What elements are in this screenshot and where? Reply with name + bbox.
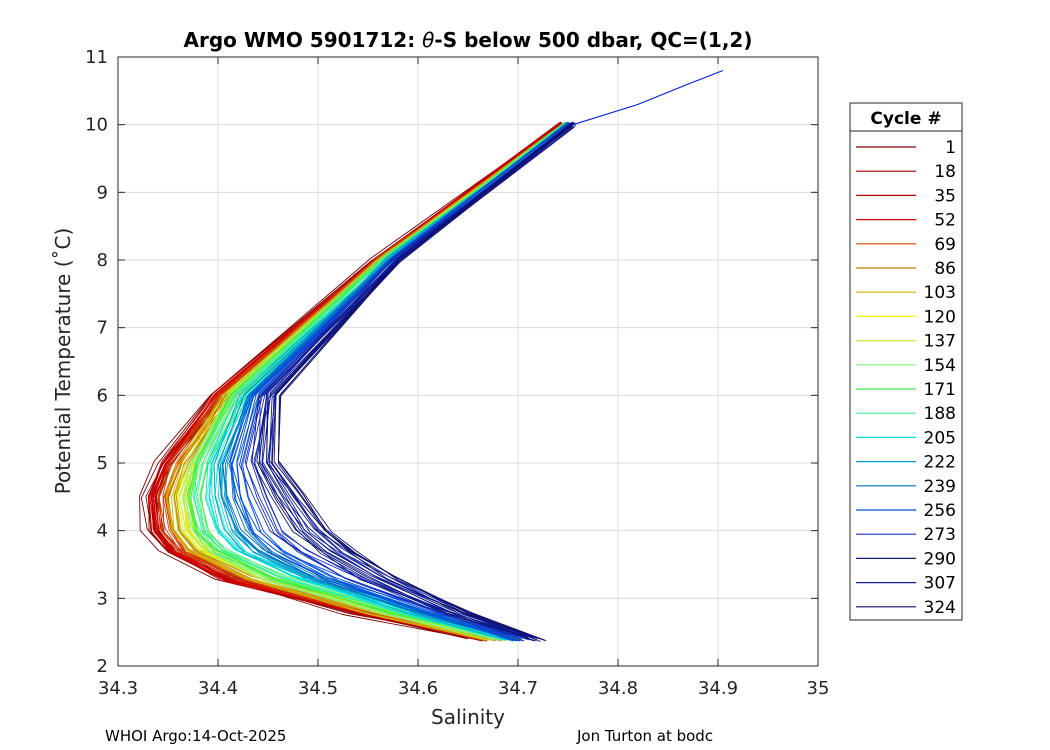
profile-line (244, 126, 573, 639)
profile-line (271, 122, 576, 641)
x-tick-label: 34.3 (98, 678, 138, 699)
legend-label: 222 (924, 453, 956, 473)
y-axis-label: Potential Temperature (˚C) (51, 228, 75, 495)
series-239 (218, 122, 574, 642)
series-lines (139, 69, 724, 642)
legend-label: 18 (934, 162, 956, 182)
legend-label: 1 (945, 138, 956, 158)
legend-label: 103 (924, 283, 956, 303)
legend-label: 154 (924, 356, 956, 376)
profile-line (259, 126, 574, 642)
legend-label: 35 (934, 186, 956, 206)
x-tick-labels: 34.3 34.4 34.5 34.6 34.7 34.8 34.9 35 (98, 678, 829, 699)
profile-line (193, 123, 567, 638)
x-tick-label: 34.6 (398, 678, 438, 699)
legend: Cycle # 1 18 35 52 69 86 103 120 137 154 171 188 205… (849, 102, 963, 621)
x-tick-label: 35 (807, 678, 830, 699)
y-tick-label: 2 (97, 656, 108, 677)
plot-frame (117, 56, 819, 667)
title-suffix: -S below 500 dbar, QC=(1,2) (434, 28, 752, 52)
legend-label: 120 (924, 307, 956, 327)
legend-label: 137 (924, 332, 956, 352)
profile-line (218, 122, 567, 640)
x-tick-label: 34.7 (498, 678, 538, 699)
legend-label: 188 (924, 404, 956, 424)
y-tick-label: 8 (97, 250, 108, 271)
profile-line (192, 125, 568, 638)
profile-line (277, 124, 577, 642)
legend-label: 69 (934, 235, 956, 255)
legend-label: 290 (924, 549, 956, 569)
y-tick-label: 5 (97, 453, 108, 474)
title-prefix: Argo WMO 5901712: (184, 28, 423, 52)
profile-line (211, 126, 569, 638)
footer-left: WHOI Argo:14-Oct-2025 (105, 727, 286, 745)
series-324 (266, 121, 577, 642)
legend-label: 239 (924, 477, 956, 497)
y-tick-label: 10 (85, 115, 108, 136)
title-theta: θ (422, 28, 434, 52)
legend-label: 86 (934, 259, 956, 279)
profile-line (171, 126, 565, 641)
profile-line (242, 123, 571, 639)
profile-line (182, 126, 566, 640)
profile-line (188, 125, 568, 641)
legend-title: Cycle # (870, 109, 941, 129)
profile-line (150, 121, 562, 639)
legend-label: 324 (924, 598, 956, 618)
legend-label: 307 (924, 574, 956, 594)
x-tick-label: 34.8 (598, 678, 638, 699)
y-tick-label: 7 (97, 318, 108, 339)
y-tick-label: 6 (97, 385, 108, 406)
profile-line (228, 121, 569, 639)
legend-entries: 1 18 35 52 69 86 103 120 137 154 171 188 205 222 239 25… (856, 138, 956, 618)
profile-line (261, 122, 573, 640)
legend-label: 256 (924, 501, 956, 521)
x-axis-label: Salinity (431, 705, 505, 729)
y-tick-label: 11 (85, 47, 108, 68)
profile-line (186, 126, 568, 638)
x-tick-label: 34.5 (298, 678, 338, 699)
x-tick-label: 34.9 (698, 678, 738, 699)
profile-line (148, 121, 561, 639)
y-tick-labels: 2 3 4 5 6 7 8 9 10 11 (85, 47, 108, 677)
profile-line (271, 126, 575, 640)
legend-label: 205 (924, 428, 956, 448)
profile-line (266, 123, 571, 642)
warm-tail-line (572, 69, 724, 126)
profile-line (231, 126, 569, 642)
profile-line (165, 122, 565, 641)
chart-title: Argo WMO 5901712: θ-S below 500 dbar, QC… (184, 28, 753, 52)
footer-right: Jon Turton at bodc (576, 727, 713, 745)
profile-line (152, 123, 563, 640)
profile-line (213, 125, 569, 641)
profile-line (277, 124, 574, 641)
legend-label: 171 (924, 380, 956, 400)
y-tick-label: 3 (97, 588, 108, 609)
legend-label: 273 (924, 525, 956, 545)
profile-line (157, 125, 563, 639)
y-tick-label: 9 (97, 182, 108, 203)
x-tick-label: 34.4 (198, 678, 238, 699)
y-tick-label: 4 (97, 521, 108, 542)
profile-line (195, 125, 567, 637)
axis-ticks (117, 56, 819, 667)
legend-label: 52 (934, 211, 956, 231)
